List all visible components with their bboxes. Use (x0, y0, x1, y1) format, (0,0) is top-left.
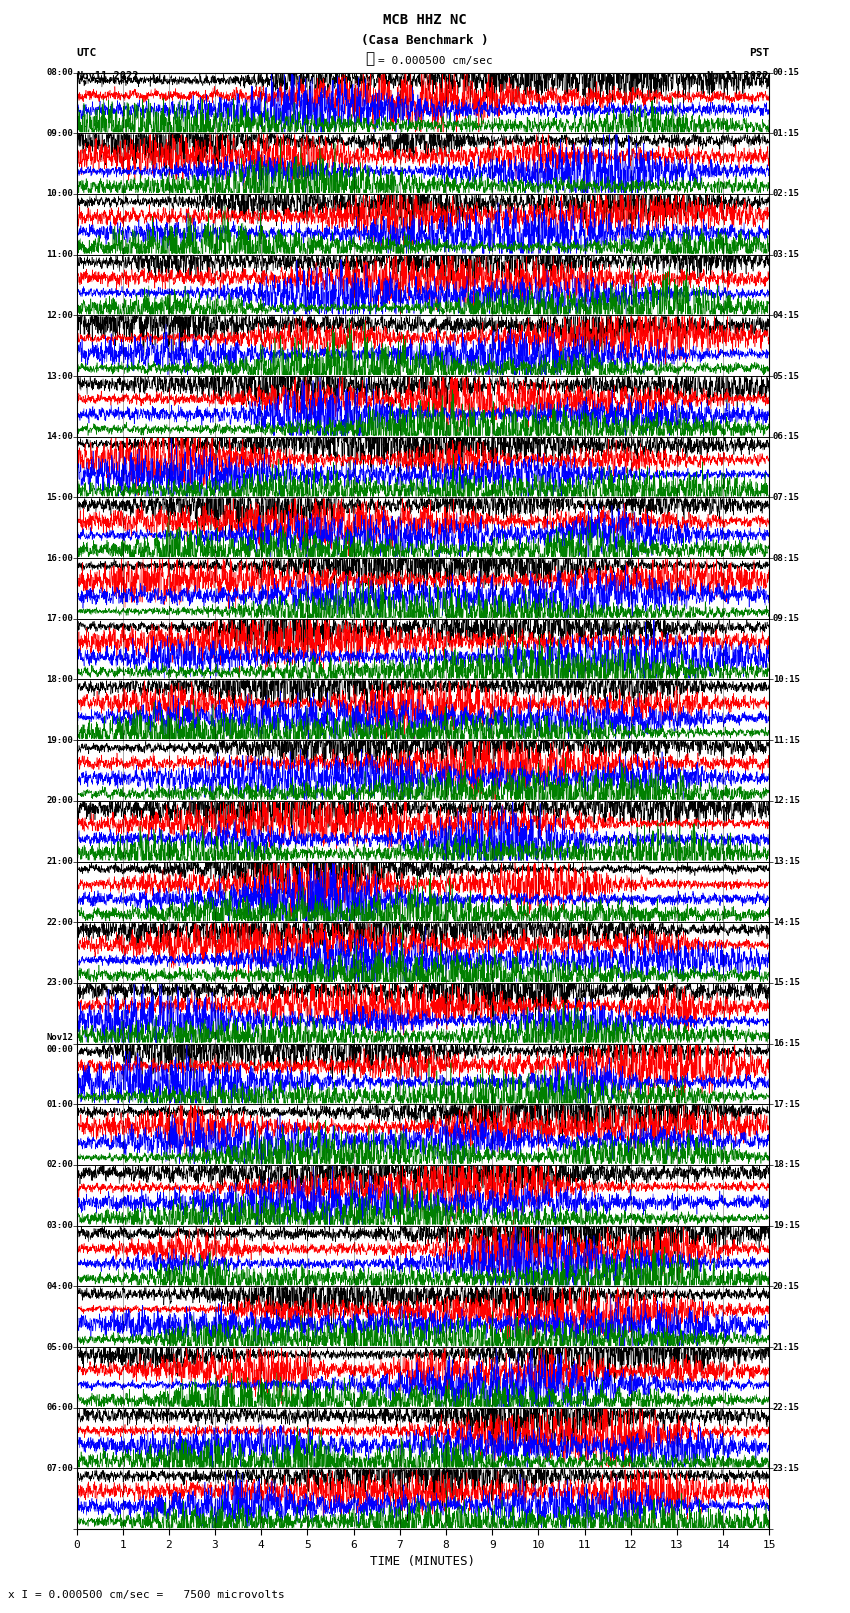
Text: 23:15: 23:15 (773, 1465, 800, 1473)
Text: 16:15: 16:15 (773, 1039, 800, 1048)
Text: x I = 0.000500 cm/sec =   7500 microvolts: x I = 0.000500 cm/sec = 7500 microvolts (8, 1590, 286, 1600)
Text: 12:15: 12:15 (773, 797, 800, 805)
Text: 19:15: 19:15 (773, 1221, 800, 1231)
Text: 03:00: 03:00 (46, 1221, 73, 1231)
Text: 22:00: 22:00 (46, 918, 73, 927)
Text: 13:00: 13:00 (46, 371, 73, 381)
Text: 13:15: 13:15 (773, 857, 800, 866)
Text: 21:00: 21:00 (46, 857, 73, 866)
Text: 19:00: 19:00 (46, 736, 73, 745)
Text: 02:00: 02:00 (46, 1160, 73, 1169)
Text: 00:00: 00:00 (46, 1045, 73, 1055)
Text: 16:00: 16:00 (46, 553, 73, 563)
Text: 08:00: 08:00 (46, 68, 73, 77)
Text: 20:00: 20:00 (46, 797, 73, 805)
Text: 07:15: 07:15 (773, 494, 800, 502)
Text: 04:00: 04:00 (46, 1282, 73, 1290)
Text: 14:00: 14:00 (46, 432, 73, 442)
Text: 10:00: 10:00 (46, 189, 73, 198)
Text: PST: PST (749, 48, 769, 58)
Text: 00:15: 00:15 (773, 68, 800, 77)
Text: MCB HHZ NC: MCB HHZ NC (383, 13, 467, 27)
Text: ⎸: ⎸ (366, 52, 374, 66)
Text: 05:00: 05:00 (46, 1342, 73, 1352)
Text: Nov11,2022: Nov11,2022 (76, 71, 139, 81)
Text: 23:00: 23:00 (46, 979, 73, 987)
Text: 20:15: 20:15 (773, 1282, 800, 1290)
Text: 15:00: 15:00 (46, 494, 73, 502)
Text: 08:15: 08:15 (773, 553, 800, 563)
Text: = 0.000500 cm/sec: = 0.000500 cm/sec (378, 56, 493, 66)
Text: 10:15: 10:15 (773, 674, 800, 684)
Text: 03:15: 03:15 (773, 250, 800, 260)
Text: 09:15: 09:15 (773, 615, 800, 623)
Text: 05:15: 05:15 (773, 371, 800, 381)
Text: 11:00: 11:00 (46, 250, 73, 260)
Text: 06:15: 06:15 (773, 432, 800, 442)
Text: 02:15: 02:15 (773, 189, 800, 198)
Text: 17:15: 17:15 (773, 1100, 800, 1108)
Text: 01:00: 01:00 (46, 1100, 73, 1108)
Text: 06:00: 06:00 (46, 1403, 73, 1413)
Text: 04:15: 04:15 (773, 311, 800, 319)
Text: 15:15: 15:15 (773, 979, 800, 987)
Text: 12:00: 12:00 (46, 311, 73, 319)
Text: 01:15: 01:15 (773, 129, 800, 137)
X-axis label: TIME (MINUTES): TIME (MINUTES) (371, 1555, 475, 1568)
Text: (Casa Benchmark ): (Casa Benchmark ) (361, 34, 489, 47)
Text: 18:15: 18:15 (773, 1160, 800, 1169)
Text: Nov12: Nov12 (46, 1032, 73, 1042)
Text: 11:15: 11:15 (773, 736, 800, 745)
Text: 17:00: 17:00 (46, 615, 73, 623)
Text: UTC: UTC (76, 48, 97, 58)
Text: 14:15: 14:15 (773, 918, 800, 927)
Text: 09:00: 09:00 (46, 129, 73, 137)
Text: 18:00: 18:00 (46, 674, 73, 684)
Text: 07:00: 07:00 (46, 1465, 73, 1473)
Text: 21:15: 21:15 (773, 1342, 800, 1352)
Text: Nov11,2022: Nov11,2022 (706, 71, 769, 81)
Text: 22:15: 22:15 (773, 1403, 800, 1413)
